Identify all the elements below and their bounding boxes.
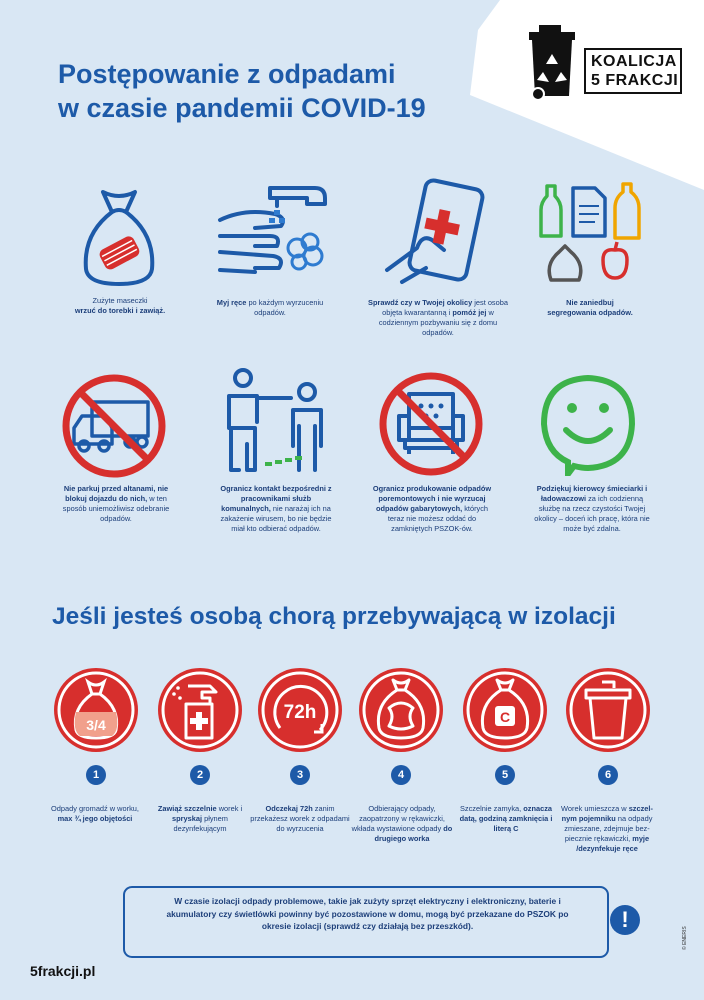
step-5-number: 5 — [495, 765, 515, 785]
step-1-caption: Odpady gromadź w worku, max ¾ jego objęt… — [51, 804, 139, 823]
step-2-number: 2 — [190, 765, 210, 785]
step-2-circle — [158, 668, 242, 752]
double-bag-icon — [362, 671, 440, 749]
tip-caption-7: Ogranicz produkowanie odpadów poremontow… — [372, 484, 492, 533]
step-3-number: 3 — [290, 765, 310, 785]
tip-caption-1: Zużyte maseczki wrzuć do torebki i zawiąż… — [74, 296, 166, 315]
mask-in-bag-icon — [83, 190, 155, 286]
tip-caption-2: Myj ręce po każdym wyrzuceniu odpadów. — [216, 298, 324, 317]
logo-wordmark: KOALICJA 5 FRAKCJI — [584, 48, 682, 94]
disinfectant-spray-icon — [161, 671, 239, 749]
phone-medical-icon — [385, 178, 485, 284]
step-5-circle: C — [463, 668, 547, 752]
notice-box — [123, 886, 609, 958]
tip-caption-8: Podziękuj kierowcy śmieciarki i ładowacz… — [534, 484, 650, 533]
wait-72h-icon: 72h — [261, 671, 339, 749]
copyright-note: © ENERIS — [682, 926, 688, 950]
trash-bin-recycle-icon — [529, 25, 575, 101]
step-4-number: 4 — [391, 765, 411, 785]
isolation-title: Jeśli jesteś osobą chorą przebywającą w … — [52, 603, 616, 630]
website-link[interactable]: 5frakcji.pl — [30, 963, 96, 979]
smiley-icon — [540, 374, 636, 476]
page-title-line1: Postępowanie z odpadami — [58, 59, 396, 89]
bag-three-quarters-icon: 3/4 — [57, 671, 135, 749]
distance-people-icon — [227, 368, 323, 472]
step-5-caption: Szczelnie zamyka, oznacza datą, godziną … — [459, 804, 553, 833]
wash-hands-icon — [218, 186, 327, 274]
no-armchair-icon — [379, 372, 483, 476]
tip-caption-6: Ogranicz kontakt bezpośredni z pracownik… — [220, 484, 332, 533]
step-3-caption: Odczekaj 72h zanim przekażesz worek z od… — [250, 804, 350, 833]
step-2-caption: Zawiąż szczelnie worek i spryskaj płynem… — [157, 804, 243, 833]
step-5-badge: C — [500, 709, 510, 725]
step-6-caption: Worek umieszcza w szczel-nym pojemniku n… — [561, 804, 653, 853]
notice-text: W czasie izolacji odpady problemowe, tak… — [166, 896, 569, 931]
step-6-circle — [566, 668, 650, 752]
no-parking-truck-icon — [62, 374, 166, 478]
step-1-badge: 3/4 — [86, 717, 106, 733]
waste-container-icon — [569, 671, 647, 749]
logo-line2: 5 FRAKCJI — [591, 72, 679, 89]
sorted-waste-icon — [539, 182, 641, 282]
tip-caption-4: Nie zaniedbuj segregowania odpadów. — [547, 298, 633, 317]
logo-line1: KOALICJA — [591, 53, 677, 70]
exclamation-icon: ! — [610, 905, 640, 935]
step-3-circle: 72h — [258, 668, 342, 752]
step-6-number: 6 — [598, 765, 618, 785]
step-1-circle: 3/4 — [54, 668, 138, 752]
tip-caption-3: Sprawdź czy w Twojej okolicy jest osoba … — [368, 298, 508, 337]
page-title-line2: w czasie pandemii COVID-19 — [58, 93, 426, 123]
tip-caption-5: Nie parkuj przed altanami, nie blokuj do… — [62, 484, 170, 523]
step-3-badge: 72h — [284, 702, 317, 723]
labelled-bag-icon: C — [466, 671, 544, 749]
step-4-circle — [359, 668, 443, 752]
step-1-number: 1 — [86, 765, 106, 785]
step-4-caption: Odbierający odpady, zaopatrzony w rękawi… — [351, 804, 453, 843]
